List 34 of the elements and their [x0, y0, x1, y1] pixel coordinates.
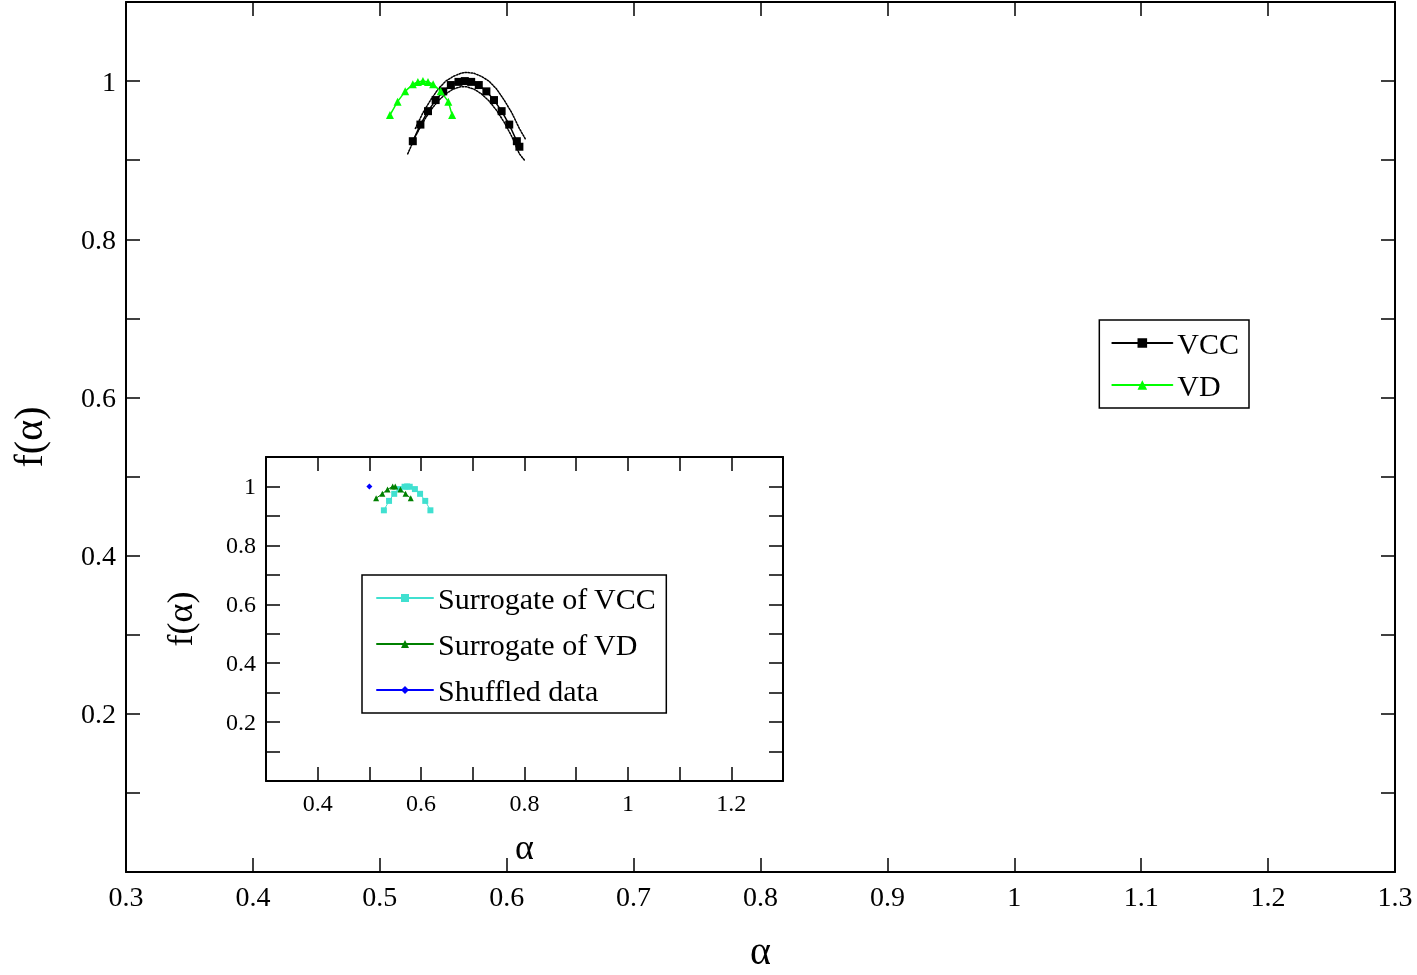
x-tick-label: 1.2 [1250, 880, 1286, 912]
y-axis-title: f(α) [160, 591, 200, 647]
x-tick-label: 1.3 [1377, 880, 1413, 912]
x-tick-label: 0.6 [406, 790, 437, 816]
x-tick-label: 0.9 [869, 880, 905, 912]
y-tick-label: 0.8 [226, 532, 256, 559]
y-axis-title: f(α) [5, 406, 51, 468]
x-tick-label: 0.3 [108, 880, 144, 912]
y-tick-label: 1 [102, 65, 116, 97]
x-tick-label: 0.5 [362, 880, 398, 912]
y-tick-label: 0.8 [81, 223, 116, 255]
x-tick-label: 1 [621, 790, 634, 816]
x-tick-label: 1 [1007, 880, 1022, 912]
y-tick-label: 0.2 [226, 709, 256, 736]
legend-label: Surrogate of VD [438, 627, 638, 661]
x-tick-label: 0.6 [489, 880, 525, 912]
y-tick-label: 1 [244, 473, 256, 500]
legend-label: VCC [1177, 326, 1239, 360]
y-tick-label: 0.6 [226, 591, 256, 618]
y-tick-label: 0.2 [81, 698, 116, 730]
x-tick-label: 0.8 [743, 880, 778, 912]
legend-label: Shuffled data [438, 673, 599, 707]
x-tick-label: 0.4 [302, 790, 333, 816]
x-axis-title: α [515, 827, 535, 867]
y-tick-label: 0.4 [226, 650, 256, 677]
y-tick-label: 0.4 [81, 540, 116, 572]
x-tick-label: 0.7 [616, 880, 652, 912]
x-tick-label: 0.8 [509, 790, 540, 816]
x-tick-label: 1.1 [1123, 880, 1159, 912]
legend-label: VD [1177, 368, 1221, 402]
x-tick-label: 1.2 [716, 790, 747, 816]
y-tick-label: 0.6 [81, 381, 116, 413]
legend-label: Surrogate of VCC [438, 581, 656, 615]
x-axis-title: α [750, 927, 772, 973]
